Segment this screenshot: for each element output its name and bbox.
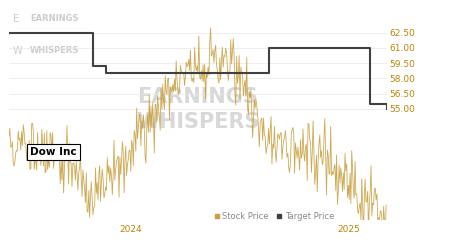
Text: W: W xyxy=(13,46,22,56)
Legend: Stock Price, Target Price: Stock Price, Target Price xyxy=(210,209,338,224)
Text: WHISPERS: WHISPERS xyxy=(30,46,79,55)
Text: E: E xyxy=(13,14,19,24)
Text: EARNINGS: EARNINGS xyxy=(30,14,78,23)
Text: EARNINGS
WHISPERS: EARNINGS WHISPERS xyxy=(136,87,260,132)
Text: Dow Inc: Dow Inc xyxy=(30,147,76,157)
